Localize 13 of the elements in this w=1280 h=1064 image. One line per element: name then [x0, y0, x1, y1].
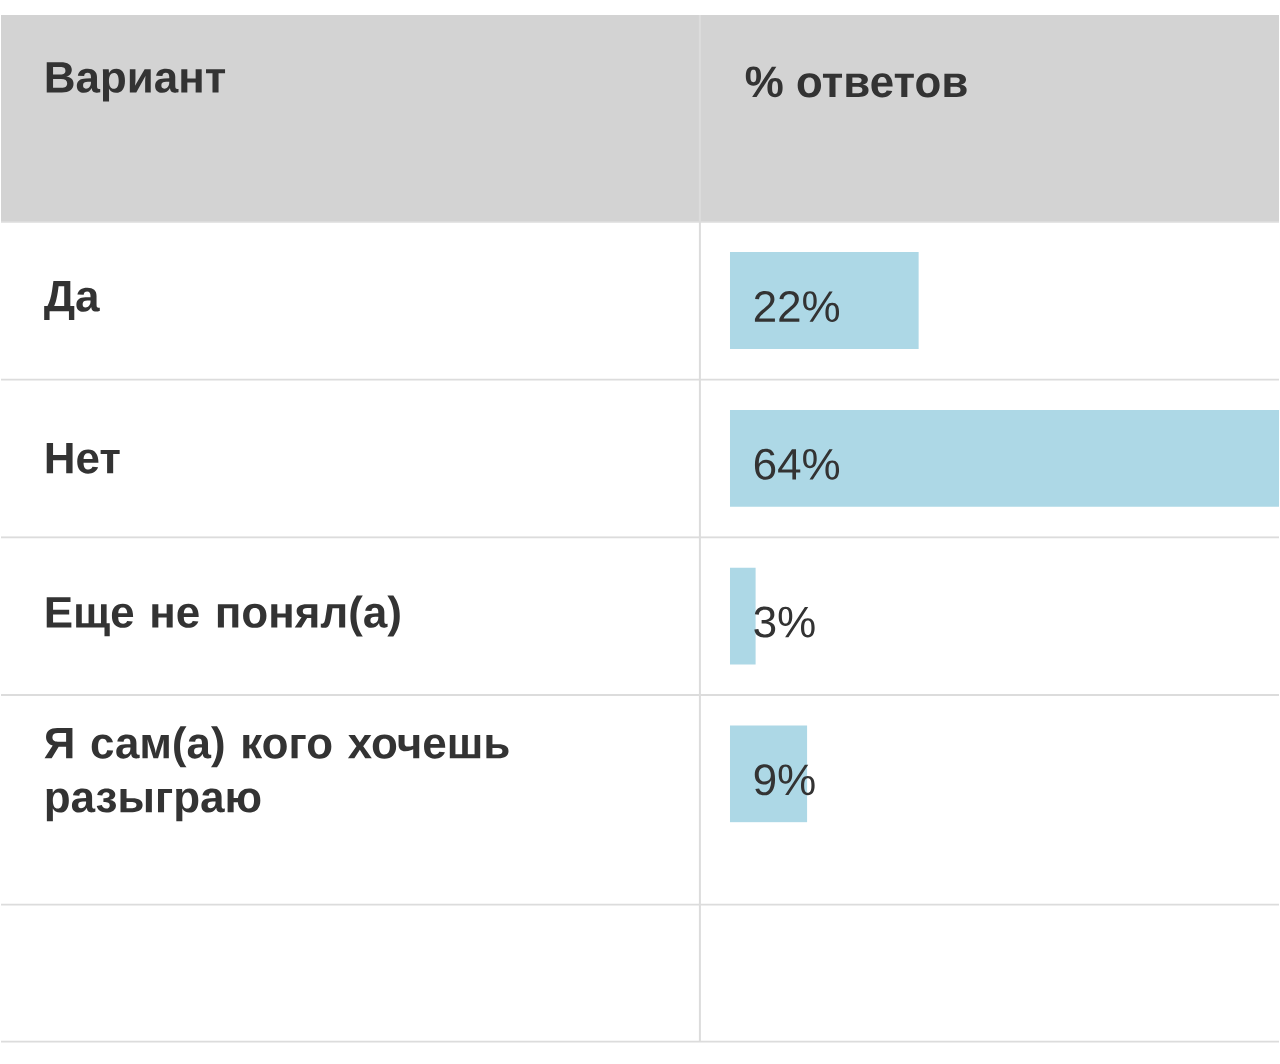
y-tick-label: Нет	[46, 442, 120, 474]
y-tick-label: Я сам(а) кого хочешь разыграю	[44, 726, 509, 822]
data-label: 9%	[754, 764, 815, 796]
data-label: 22%	[754, 290, 840, 322]
bar	[729, 409, 1280, 507]
data-label: 64%	[754, 448, 840, 480]
y-tick-label: Да	[44, 280, 100, 320]
bar	[729, 251, 919, 349]
data-label: 3%	[754, 606, 815, 638]
bar	[729, 567, 756, 665]
y-axis-title: Вариант	[46, 62, 226, 102]
y-tick-label: Еще не понял(а)	[46, 595, 400, 637]
x-axis-title: % ответов	[745, 66, 967, 98]
